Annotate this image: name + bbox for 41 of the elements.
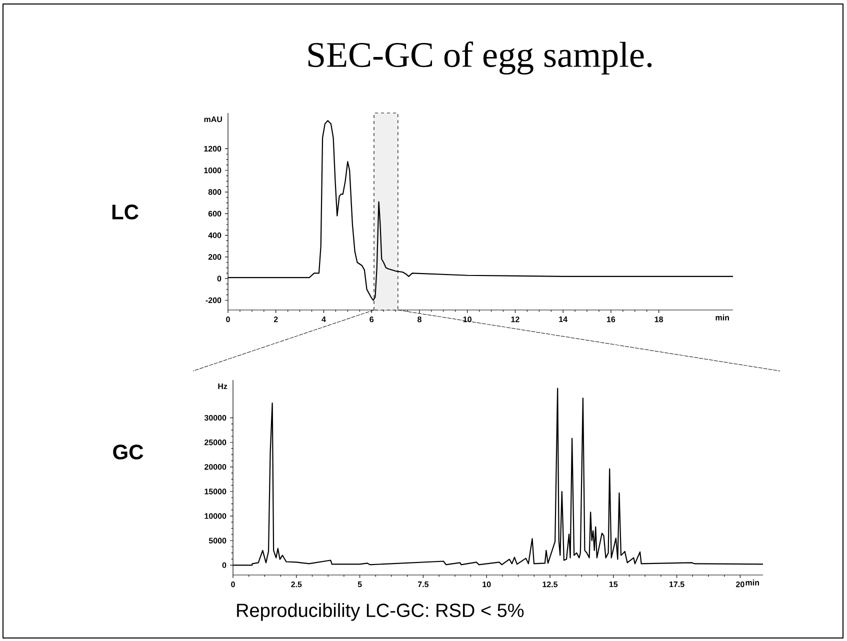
y-tick-label: 800 (208, 189, 222, 195)
x-tick-label: 0 (231, 582, 235, 588)
x-tick-label: 18 (654, 316, 664, 322)
text: Reproducibility LC-GC: RSD < 5% (237, 603, 524, 621)
y-tick-label: 5000 (208, 538, 226, 544)
x-tick-label: 10 (482, 582, 491, 588)
x-tick-label: 8 (418, 316, 422, 322)
y-tick-label: 1200 (204, 146, 222, 152)
x-tick-label: 10 (463, 316, 472, 322)
x-tick-label: 16 (606, 316, 616, 322)
y-tick-label: 20000 (204, 464, 226, 470)
x-tick-label: 7.5 (418, 582, 429, 588)
x-axis-title: min (746, 580, 759, 586)
y-tick-label: 25000 (204, 440, 226, 446)
y-tick-label: 10000 (204, 513, 226, 519)
x-tick-label: 12 (511, 316, 520, 322)
y-tick-label: 0 (217, 276, 222, 282)
y-tick-label: 400 (208, 232, 222, 238)
text: GC (113, 444, 144, 460)
y-tick-label: 200 (208, 254, 222, 260)
x-tick-label: 14 (559, 316, 568, 322)
x-tick-label: 2 (274, 316, 278, 322)
y-tick-label: 0 (222, 562, 226, 568)
y-axis-title: mAU (204, 116, 222, 122)
y-tick-label: 15000 (204, 488, 226, 494)
y-tick-label: -200 (206, 297, 222, 304)
chart-title: SEC-GC of egg sample. (308, 41, 652, 75)
x-tick-label: 17.5 (670, 582, 684, 588)
x-tick-label: 5 (358, 582, 362, 588)
x-tick-label: 4 (322, 316, 326, 322)
x-tick-label: 12.5 (542, 582, 558, 588)
y-tick-label: 1000 (204, 168, 222, 174)
x-tick-label: 6 (370, 316, 374, 322)
x-tick-label: 15 (609, 582, 618, 588)
x-axis-title: min (716, 314, 729, 320)
text: LC (112, 204, 138, 220)
x-tick-label: 2.5 (291, 582, 302, 588)
x-tick-label: 20 (736, 582, 744, 588)
y-tick-label: 600 (208, 210, 222, 216)
y-axis-title: Hz (218, 384, 228, 390)
y-tick-label: 30000 (204, 414, 226, 421)
